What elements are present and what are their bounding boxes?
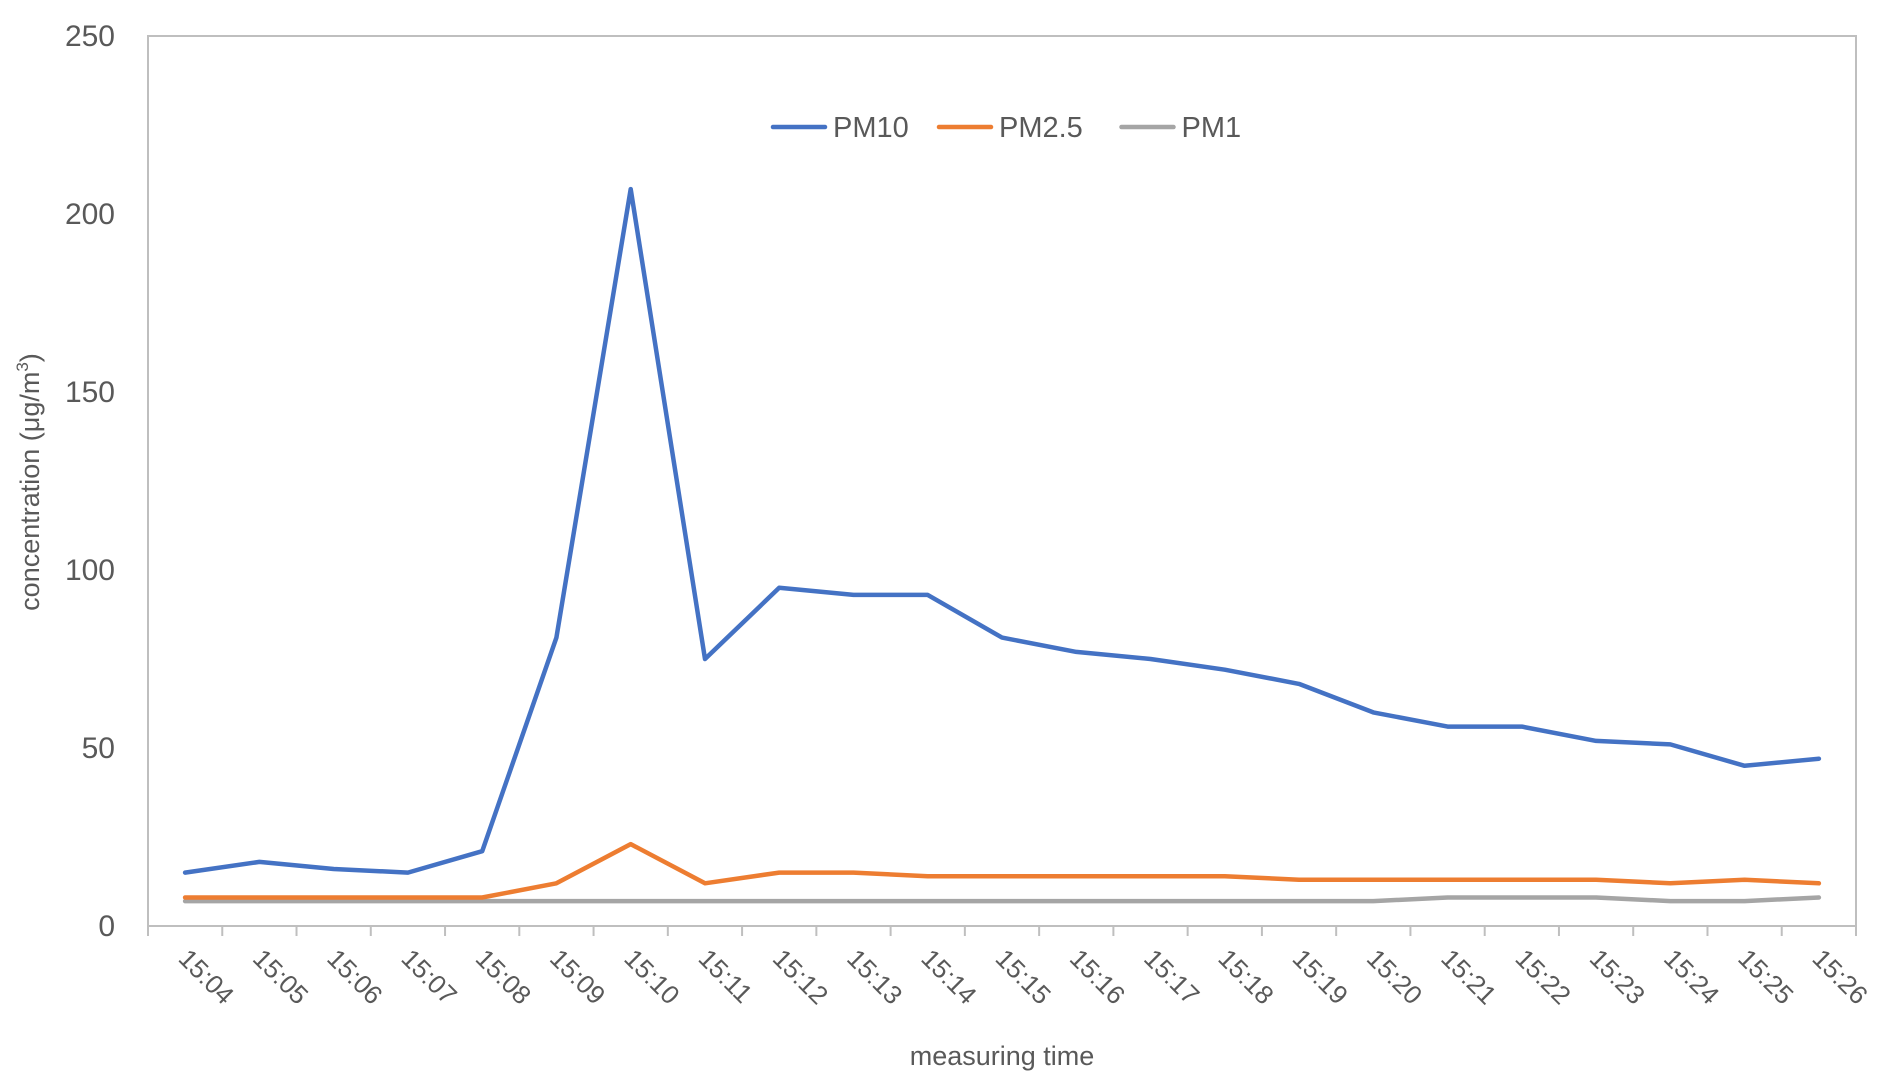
x-tick-label: 15:16 — [1064, 943, 1131, 1010]
x-tick-label: 15:04 — [173, 943, 240, 1010]
y-tick-label: 100 — [65, 554, 115, 587]
legend-label: PM2.5 — [999, 112, 1083, 144]
x-tick-label: 15:11 — [693, 943, 759, 1009]
y-axis: 0 50 100 150 200 250 — [65, 20, 115, 943]
x-tick-label: 15:20 — [1361, 943, 1428, 1010]
x-tick-label: 15:26 — [1807, 943, 1874, 1010]
plot-frame — [147, 35, 1857, 927]
x-tick-label: 15:15 — [990, 943, 1057, 1010]
x-axis-title: measuring time — [910, 1041, 1095, 1071]
x-tick-label: 15:05 — [247, 943, 314, 1010]
x-tick-label: 15:17 — [1138, 943, 1205, 1010]
x-tick-label: 15:24 — [1658, 943, 1725, 1010]
y-axis-title: concentration (μg/m3) — [13, 353, 45, 611]
x-tick-label: 15:21 — [1435, 943, 1502, 1010]
x-tick-label: 15:18 — [1213, 943, 1280, 1010]
y-tick-label: 200 — [65, 198, 115, 231]
x-tick-label: 15:14 — [915, 943, 982, 1010]
series-line-pm10 — [182, 186, 1822, 875]
x-tick-label: 15:25 — [1732, 943, 1799, 1010]
x-tick-label: 15:07 — [396, 943, 463, 1010]
x-tick-label: 15:19 — [1287, 943, 1354, 1010]
x-tick-label: 15:12 — [767, 943, 834, 1010]
series-layer — [182, 186, 1822, 904]
x-axis-tick-marks — [147, 926, 1857, 936]
legend-label: PM10 — [833, 112, 909, 144]
legend-label: PM1 — [1182, 112, 1242, 144]
x-tick-label: 15:08 — [470, 943, 537, 1010]
legend: PM10 PM2.5 PM1 — [770, 112, 1242, 144]
y-tick-label: 150 — [65, 376, 115, 409]
y-axis-title-sup: 3 — [13, 362, 32, 371]
x-tick-label: 15:09 — [544, 943, 611, 1010]
y-tick-label: 0 — [98, 910, 115, 943]
y-tick-label: 50 — [82, 732, 115, 765]
x-axis: 15:04 15:05 15:06 15:07 15:08 15:09 15:10 15:11… — [173, 943, 1874, 1010]
x-tick-label: 15:22 — [1510, 943, 1577, 1010]
x-tick-label: 15:10 — [618, 943, 685, 1010]
series-line-pm25 — [182, 841, 1822, 900]
y-axis-title-prefix: concentration (μg/m — [15, 372, 45, 611]
y-axis-title-suffix: ) — [15, 353, 45, 362]
y-tick-label: 250 — [65, 20, 115, 53]
series-line-pm1 — [182, 895, 1822, 904]
x-tick-label: 15:06 — [321, 943, 388, 1010]
x-tick-label: 15:23 — [1584, 943, 1651, 1010]
x-tick-label: 15:13 — [841, 943, 908, 1010]
